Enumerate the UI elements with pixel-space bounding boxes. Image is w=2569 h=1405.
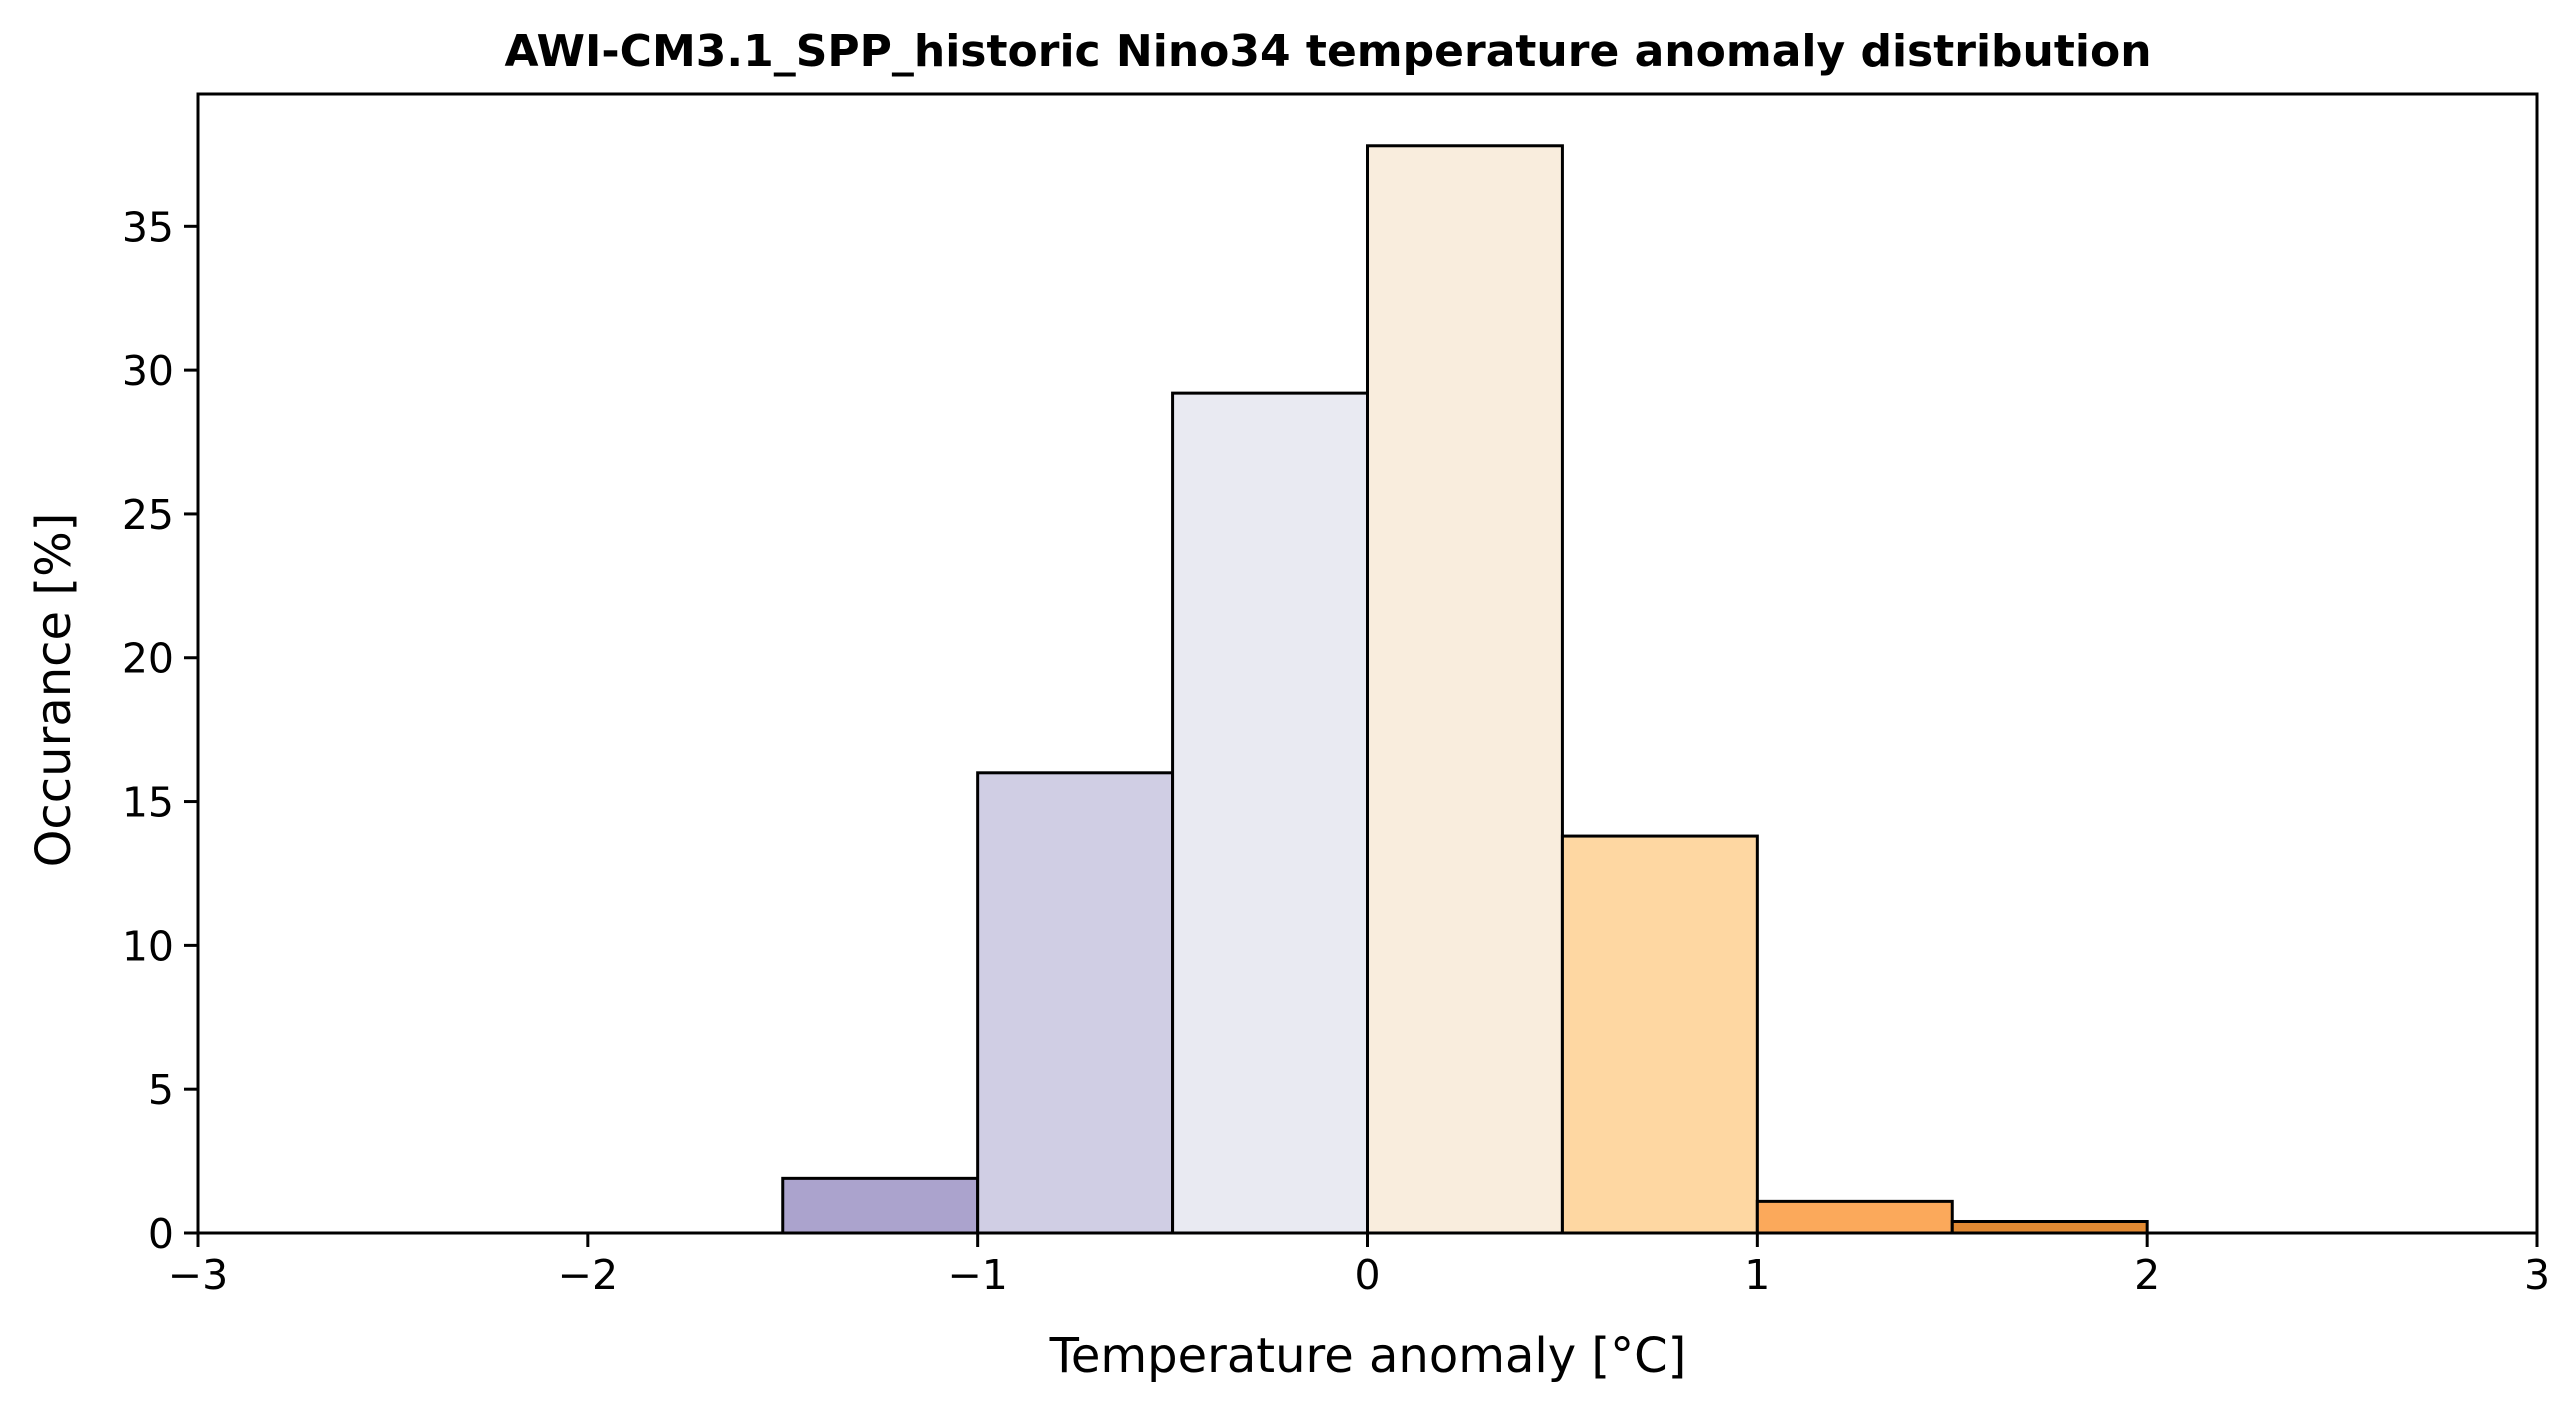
x-tick-label: 0 xyxy=(1354,1251,1380,1299)
y-axis-ticks: 0 5 10 15 20 25 30 35 xyxy=(122,203,198,1258)
y-tick-label: 5 xyxy=(148,1066,174,1114)
histogram-bars xyxy=(781,144,2149,1235)
y-tick-label: 10 xyxy=(122,922,174,970)
chart-title: AWI-CM3.1_SPP_historic Nino34 temperatur… xyxy=(504,26,2151,77)
x-axis-label: Temperature anomaly [°C] xyxy=(1049,1328,1687,1384)
histogram-bar-5 xyxy=(1755,1199,1954,1235)
histogram-bar-3 xyxy=(1366,144,1564,1235)
histogram-bar-2 xyxy=(1171,391,1370,1235)
x-tick-label: −1 xyxy=(947,1251,1007,1299)
x-tick-label: 3 xyxy=(2524,1251,2550,1299)
histogram-bar-4 xyxy=(1560,834,1759,1235)
histogram-bar-1 xyxy=(976,771,1175,1235)
plot-frame xyxy=(196,92,2539,1235)
y-tick-label: 30 xyxy=(122,347,174,395)
x-tick-label: −3 xyxy=(168,1251,228,1299)
y-tick-label: 35 xyxy=(122,203,174,251)
y-axis-label: Occurance [%] xyxy=(26,513,82,868)
x-tick-label: 1 xyxy=(1744,1251,1770,1299)
x-tick-label: −2 xyxy=(558,1251,618,1299)
y-tick-label: 25 xyxy=(122,491,174,539)
y-tick-label: 0 xyxy=(148,1210,174,1258)
histogram-bar-6 xyxy=(1950,1219,2149,1235)
x-axis-ticks: −3 −2 −1 0 1 2 3 xyxy=(168,1233,2550,1299)
histogram-bar-0 xyxy=(781,1176,980,1235)
y-tick-label: 20 xyxy=(122,635,174,683)
y-tick-label: 15 xyxy=(122,779,174,827)
x-tick-label: 2 xyxy=(2134,1251,2160,1299)
